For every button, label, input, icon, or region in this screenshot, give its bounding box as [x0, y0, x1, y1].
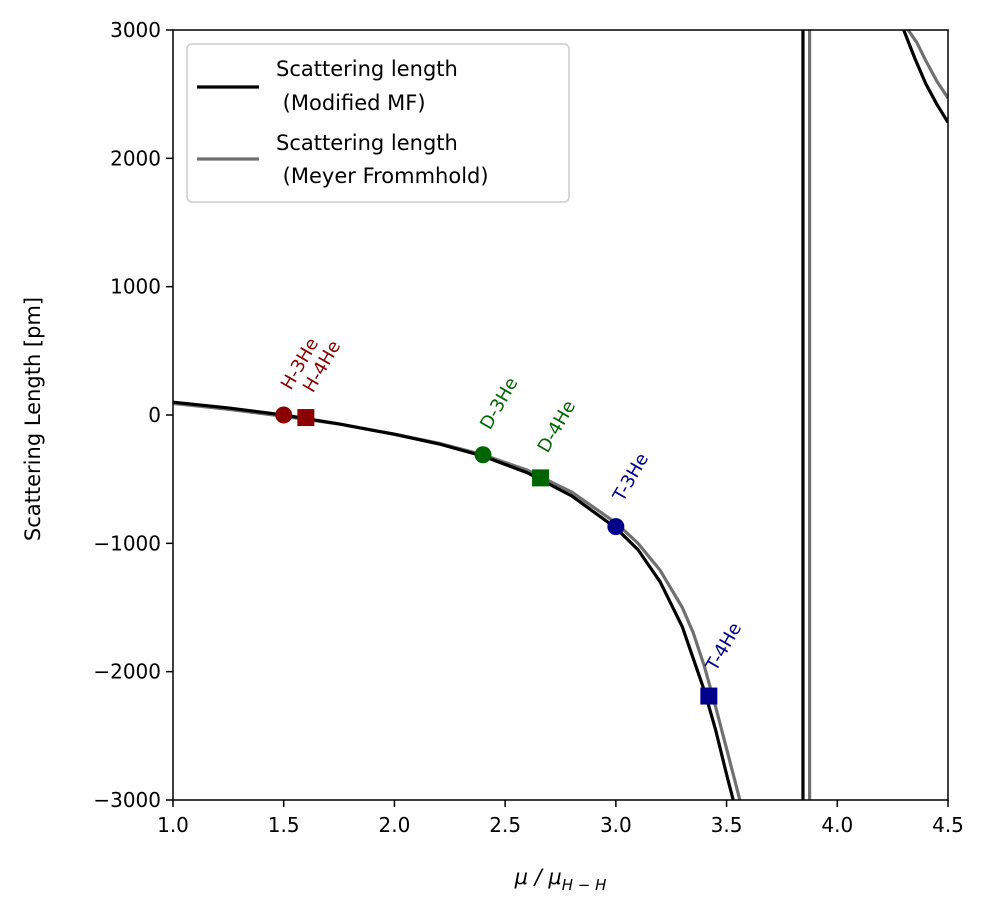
y-tick-label: 3000 [110, 18, 161, 42]
x-axis-label-sub: H − H [562, 876, 607, 894]
y-tick-label: −3000 [93, 788, 161, 812]
y-axis: 3000 2000 1000 0 −1000 −2000 −3000 [93, 18, 173, 812]
x-tick-label: 2.5 [489, 813, 521, 837]
point-label-t-4he: T-4He [702, 619, 747, 675]
point-marker-h-4he [297, 409, 315, 427]
x-tick-label: 1.0 [157, 813, 189, 837]
point-marker-t-4he [700, 687, 718, 705]
legend: Scattering length (Modified MF) Scatteri… [186, 43, 570, 203]
x-axis-label: μ / μH − H [514, 865, 607, 894]
legend-label-modified-mf-2: (Modified MF) [276, 91, 426, 115]
legend-label-meyer-frommhold-1: Scattering length [276, 131, 458, 155]
x-axis: 1.0 1.5 2.0 2.5 3.0 3.5 4.0 4.5 [157, 800, 964, 837]
point-marker-d-4he [532, 469, 550, 487]
point-label-d-4he: D-4He [534, 397, 580, 456]
series-line-meyer-frommhold-branch-3 [906, 30, 948, 99]
y-tick-label: 0 [148, 403, 161, 427]
x-axis-label-main: μ / μ [514, 865, 562, 889]
legend-box [186, 43, 570, 203]
x-tick-label: 3.5 [711, 813, 743, 837]
legend-label-modified-mf-1: Scattering length [276, 57, 458, 81]
point-label-t-3he: T-3He [609, 450, 654, 506]
y-axis-label: Scattering Length [pm] [21, 297, 45, 541]
series-line-meyer-frommhold-branch-1 [173, 401, 742, 800]
point-marker-t-3he [607, 518, 625, 536]
point-marker-d-3he [474, 446, 492, 464]
legend-label-meyer-frommhold-2: (Meyer Frommhold) [276, 164, 489, 188]
y-tick-label: 2000 [110, 146, 161, 170]
point-label-d-3he: D-3He [476, 374, 522, 433]
x-tick-label: 4.5 [932, 813, 964, 837]
y-tick-label: −2000 [93, 660, 161, 684]
x-tick-label: 2.0 [379, 813, 411, 837]
y-tick-label: −1000 [93, 531, 161, 555]
y-tick-label: 1000 [110, 275, 161, 299]
point-marker-h-3he [275, 406, 293, 424]
x-tick-label: 3.0 [600, 813, 632, 837]
series-line-modified-mf-branch-3 [902, 30, 948, 124]
x-tick-label: 1.5 [268, 813, 300, 837]
x-tick-label: 4.0 [821, 813, 853, 837]
